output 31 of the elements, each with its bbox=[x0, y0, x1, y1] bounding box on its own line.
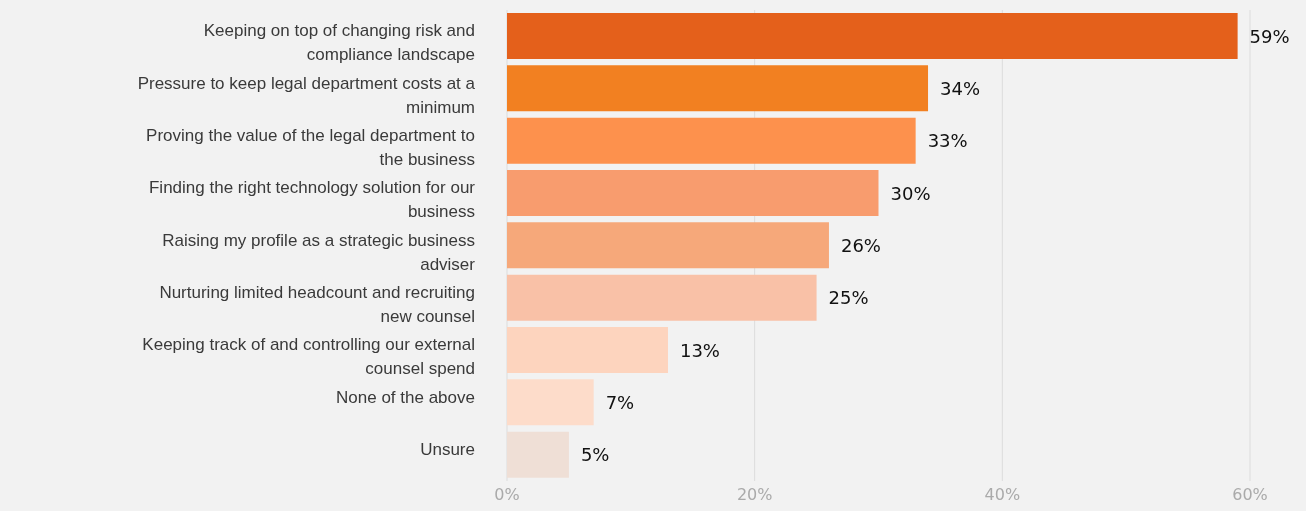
x-tick-label: 40% bbox=[984, 485, 1021, 505]
x-tick-label: 20% bbox=[736, 485, 773, 505]
y-tick-label: Raising my profile as a strategic business adviser bbox=[162, 230, 476, 274]
y-tick-label: None of the above bbox=[336, 387, 475, 407]
bar bbox=[507, 117, 916, 164]
bar bbox=[507, 274, 817, 321]
bar bbox=[507, 379, 594, 426]
data-label: 59% bbox=[1249, 25, 1290, 47]
y-tick-label: Keeping track of and controlling our external counsel spend bbox=[142, 335, 475, 379]
data-label: 26% bbox=[840, 234, 881, 256]
bar bbox=[507, 431, 569, 478]
data-label: 7% bbox=[605, 391, 635, 413]
data-label: 30% bbox=[890, 182, 931, 204]
bar bbox=[507, 170, 879, 216]
bar bbox=[507, 65, 929, 112]
y-tick-label: Pressure to keep legal department costs at a minimum bbox=[137, 73, 476, 117]
y-tick-label: Keeping on top of changing risk and compliance landscape bbox=[203, 21, 475, 65]
data-label: 33% bbox=[927, 130, 968, 152]
bar bbox=[507, 13, 1238, 59]
y-tick-label: Nurturing limited headcount and recruiting new counsel bbox=[159, 282, 475, 326]
data-label: 5% bbox=[580, 444, 610, 466]
bar bbox=[507, 222, 829, 269]
data-label: 34% bbox=[940, 77, 981, 99]
x-tick-label: 0% bbox=[494, 485, 520, 505]
data-label: 13% bbox=[679, 339, 720, 361]
y-tick-label: Finding the right technology solution for our business bbox=[148, 178, 476, 222]
bar bbox=[507, 327, 668, 373]
y-tick-label: Unsure bbox=[420, 439, 475, 459]
y-tick-label: Proving the value of the legal department to the business bbox=[146, 125, 475, 169]
x-tick-label: 60% bbox=[1232, 485, 1268, 505]
data-label: 25% bbox=[828, 287, 869, 309]
